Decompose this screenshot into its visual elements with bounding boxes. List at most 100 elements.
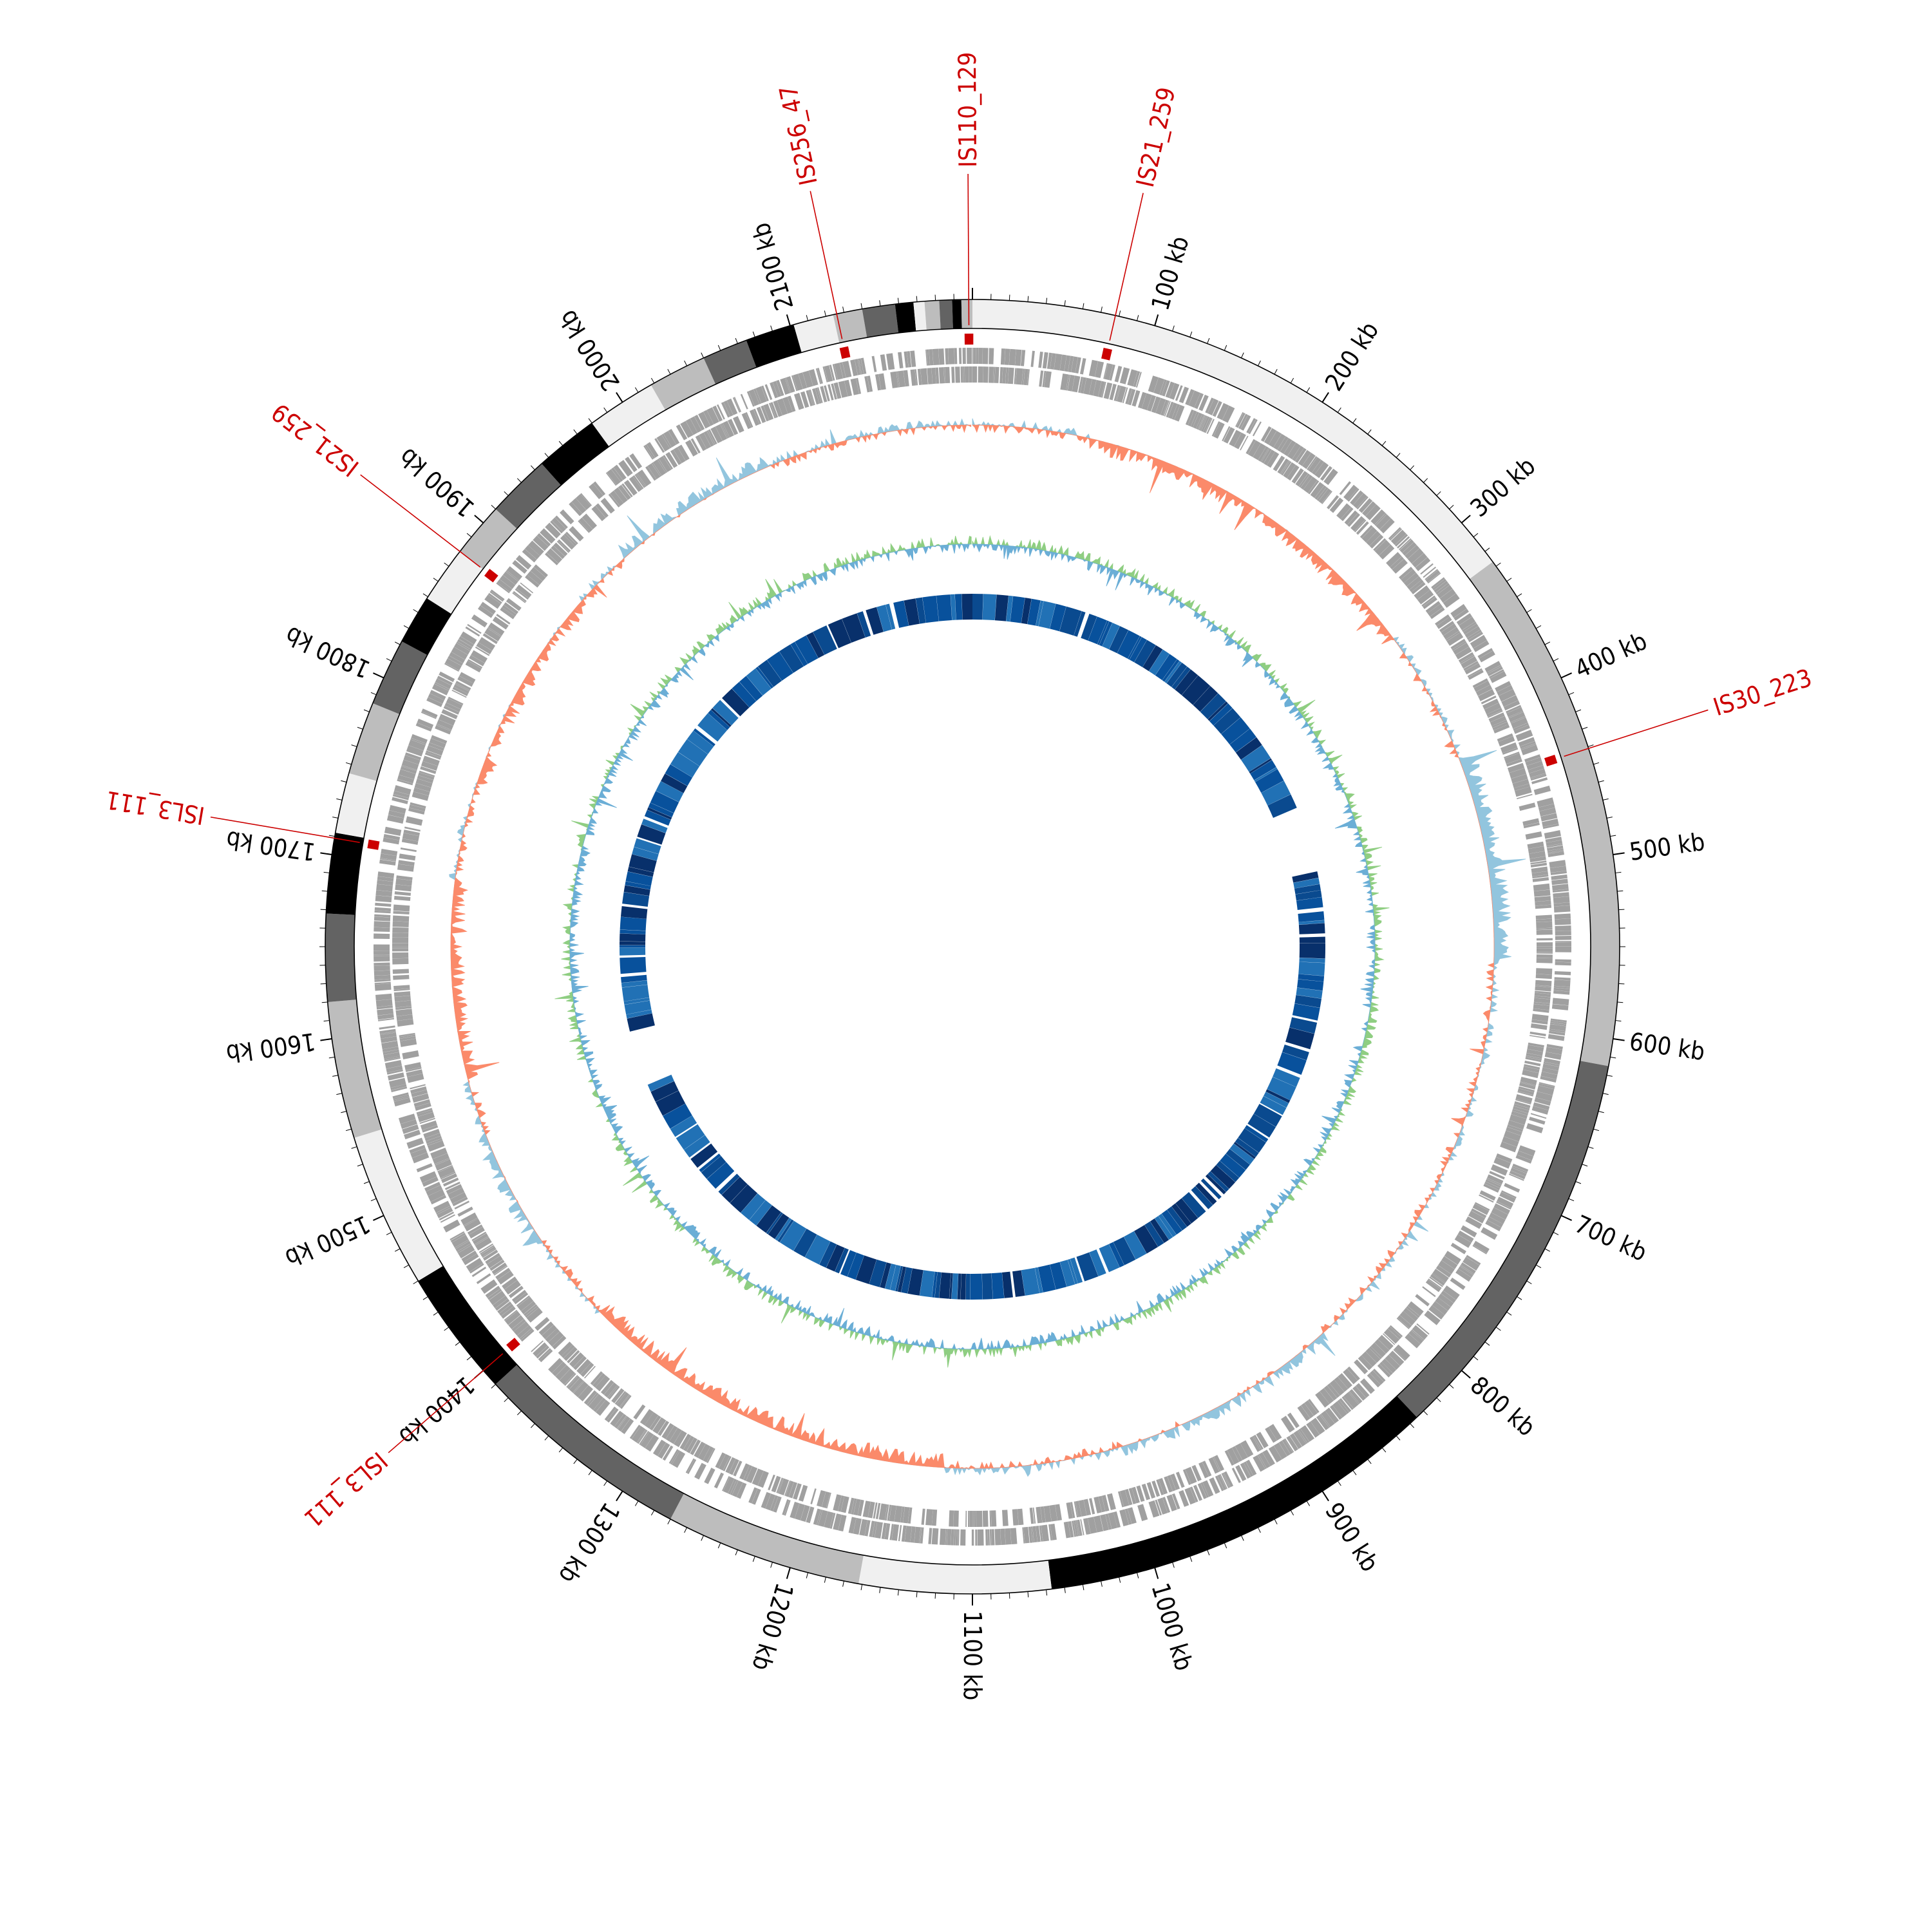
identity-block xyxy=(779,1220,807,1251)
gene-block xyxy=(1403,1307,1419,1321)
gene-block xyxy=(850,378,860,395)
gene-block xyxy=(1369,534,1384,549)
gene-block xyxy=(567,1350,580,1363)
gene-block xyxy=(833,382,842,399)
gene-block xyxy=(1554,913,1571,920)
gene-block xyxy=(901,1525,907,1542)
gene-block xyxy=(770,1495,779,1511)
gene-block xyxy=(1198,1462,1209,1479)
identity-block xyxy=(777,1219,794,1243)
gene-block xyxy=(421,708,438,718)
gene-block xyxy=(1066,374,1070,391)
gene-block xyxy=(1046,352,1052,370)
gene-block xyxy=(1362,501,1376,516)
gene-block xyxy=(490,589,505,601)
gene-block xyxy=(761,405,770,422)
gene-block xyxy=(1094,1496,1102,1513)
gene-block xyxy=(468,1227,485,1239)
minor-tick xyxy=(1535,1264,1542,1269)
gene-block xyxy=(792,374,803,391)
minor-tick xyxy=(558,440,564,446)
gene-block xyxy=(864,1520,871,1537)
gene-block xyxy=(436,1206,451,1215)
gene-block xyxy=(855,359,861,375)
gene-block xyxy=(1388,1350,1405,1366)
gene-block xyxy=(1050,1523,1057,1540)
gene-block xyxy=(451,1235,469,1248)
ideogram-band xyxy=(327,999,382,1138)
gene-block xyxy=(592,481,606,496)
gene-block xyxy=(1009,348,1016,366)
gene-block xyxy=(1388,527,1401,540)
gene-block xyxy=(1550,1018,1567,1023)
gene-block xyxy=(1066,1502,1074,1519)
gene-track xyxy=(374,347,1572,1546)
identity-block xyxy=(1235,737,1262,760)
gene-block xyxy=(1468,669,1484,680)
is-element-label: IS21_259 xyxy=(267,397,365,482)
gene-block xyxy=(381,1041,399,1050)
minor-tick xyxy=(357,726,363,730)
gene-block xyxy=(1406,1305,1420,1318)
gene-block xyxy=(663,455,674,470)
gene-block xyxy=(1540,813,1558,822)
gene-block xyxy=(1028,1526,1033,1543)
minor-tick xyxy=(650,377,655,384)
major-tick xyxy=(1461,1370,1471,1379)
gene-block xyxy=(516,584,532,598)
gene-block xyxy=(1017,1508,1024,1526)
gene-block xyxy=(1355,1383,1370,1398)
gene-block xyxy=(1200,1482,1209,1498)
gene-block xyxy=(513,1292,529,1305)
gene-block xyxy=(1273,455,1285,471)
minor-tick xyxy=(516,478,522,483)
gene-block xyxy=(492,616,509,630)
gene-block xyxy=(1231,1467,1241,1483)
gene-block xyxy=(1475,685,1493,696)
identity-block xyxy=(1167,1206,1188,1231)
gene-block xyxy=(1370,509,1386,525)
gene-block xyxy=(800,391,810,408)
gene-block xyxy=(928,1528,933,1544)
gene-block xyxy=(802,370,813,388)
gene-block xyxy=(777,1477,784,1494)
minor-tick xyxy=(650,1510,655,1516)
major-tick xyxy=(1613,852,1625,855)
gene-block xyxy=(1534,1097,1551,1106)
gene-block xyxy=(1245,439,1256,455)
identity-block xyxy=(804,1235,831,1265)
tick-label: 600 kb xyxy=(1627,1027,1707,1066)
tick-label: 1800 kb xyxy=(281,621,374,684)
minor-tick xyxy=(701,1535,704,1541)
gene-block xyxy=(1535,914,1552,920)
gene-block xyxy=(1164,1476,1173,1493)
gene-block xyxy=(497,579,513,592)
minor-tick xyxy=(1610,1056,1616,1059)
gene-block xyxy=(375,993,392,1001)
gene-block xyxy=(1157,1497,1168,1515)
identity-block xyxy=(1161,1209,1182,1235)
minor-tick xyxy=(1598,780,1604,782)
gene-block xyxy=(613,464,627,480)
gene-block xyxy=(1258,446,1269,462)
gene-block xyxy=(404,752,421,761)
minor-tick xyxy=(558,1447,564,1453)
gene-block xyxy=(1386,552,1402,567)
gene-block xyxy=(1222,405,1235,423)
gene-block xyxy=(864,375,870,393)
gene-block xyxy=(401,838,419,845)
gene-block xyxy=(1156,1479,1164,1495)
gene-block xyxy=(1040,1506,1046,1523)
gene-block xyxy=(414,782,431,792)
gene-block xyxy=(670,449,682,466)
gene-block xyxy=(776,1477,783,1493)
gene-block xyxy=(890,371,898,388)
gene-block xyxy=(1492,719,1508,728)
gene-block xyxy=(1538,804,1555,811)
gc-skew-track xyxy=(449,418,1526,1477)
gene-block xyxy=(658,1442,670,1459)
identity-block xyxy=(1175,669,1198,696)
gene-block xyxy=(1098,381,1105,398)
gene-block xyxy=(551,545,565,560)
gene-block xyxy=(1137,1504,1148,1521)
